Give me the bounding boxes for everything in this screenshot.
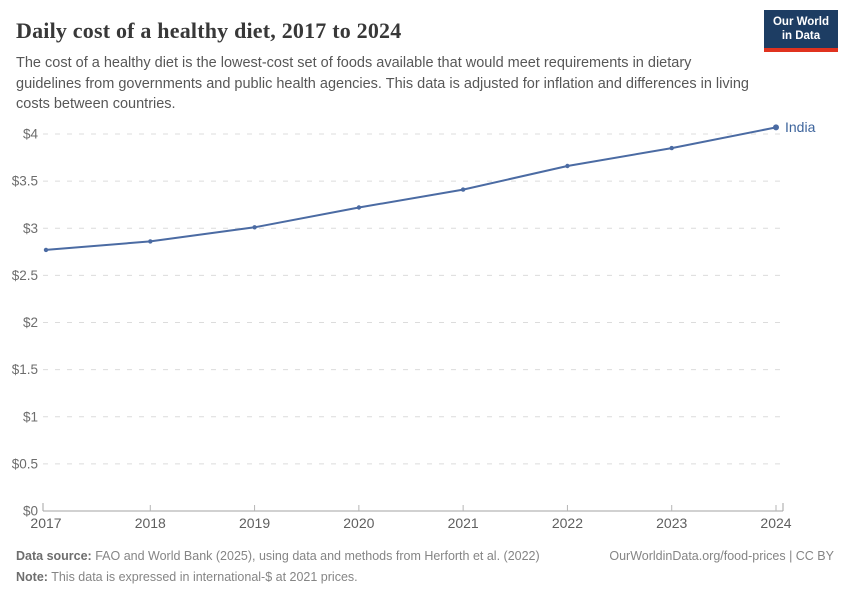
x-tick-label: 2022 [552, 515, 583, 531]
footer-left: Data source: FAO and World Bank (2025), … [16, 546, 540, 589]
data-point[interactable] [565, 163, 570, 169]
owid-link[interactable]: OurWorldinData.org/food-prices | CC BY [609, 549, 834, 563]
y-tick-label: $0.5 [12, 456, 38, 471]
y-tick-label: $2.5 [12, 268, 38, 283]
note-text: This data is expressed in international-… [51, 570, 358, 585]
data-line-india[interactable] [45, 126, 777, 251]
y-tick-label: $1.5 [12, 362, 38, 377]
y-tick-label: $3.5 [12, 174, 38, 189]
owid-logo-line1: Our World [772, 16, 829, 28]
owid-logo[interactable]: Our World in Data [763, 10, 838, 52]
data-source-label: Data source: [16, 549, 92, 563]
line-chart[interactable]: $0 $0.5 $1 $1.5 $2 $2.5 $3 $3.5 $4 2017 2018 2019 20… [0, 112, 850, 542]
x-tick-label: 2020 [343, 515, 374, 531]
x-tick-label: 2019 [239, 515, 270, 531]
data-point[interactable] [773, 124, 779, 131]
note-label: Note: [16, 570, 48, 585]
y-tick-label: $4 [23, 127, 39, 142]
x-tick-label: 2023 [656, 515, 687, 531]
y-tick-label: $3 [23, 221, 38, 236]
data-point[interactable] [460, 187, 466, 192]
data-point[interactable] [669, 145, 674, 151]
y-tick-label: $0 [23, 504, 38, 519]
data-point[interactable] [148, 239, 153, 244]
data-point[interactable] [252, 225, 257, 230]
owid-logo-line2: in Data [781, 30, 821, 43]
chart-subtitle: The cost of a healthy diet is the lowest… [16, 55, 749, 113]
x-tick-label: 2024 [760, 515, 791, 531]
chart-canvas[interactable]: $0 $0.5 $1 $1.5 $2 $2.5 $3 $3.5 $4 2017 2018 2019 20… [0, 112, 850, 542]
note-line: Note: This data is expressed in internat… [16, 567, 540, 588]
data-source-line: Data source: FAO and World Bank (2025), … [16, 546, 540, 567]
data-point[interactable] [43, 247, 49, 253]
chart-header: Daily cost of a healthy diet, 2017 to 20… [0, 0, 850, 115]
y-tick-label: $2 [23, 315, 38, 330]
x-tick-label: 2021 [448, 515, 479, 531]
x-tick-label: 2017 [30, 515, 61, 531]
data-point[interactable] [356, 205, 362, 210]
chart-title: Daily cost of a healthy diet, 2017 to 20… [16, 18, 402, 43]
x-tick-label: 2018 [135, 515, 166, 531]
data-source-text: FAO and World Bank (2025), using data an… [95, 549, 540, 563]
y-tick-label: $1 [23, 409, 38, 424]
entity-label-india[interactable]: India [785, 119, 816, 135]
chart-footer: Data source: FAO and World Bank (2025), … [16, 546, 834, 589]
